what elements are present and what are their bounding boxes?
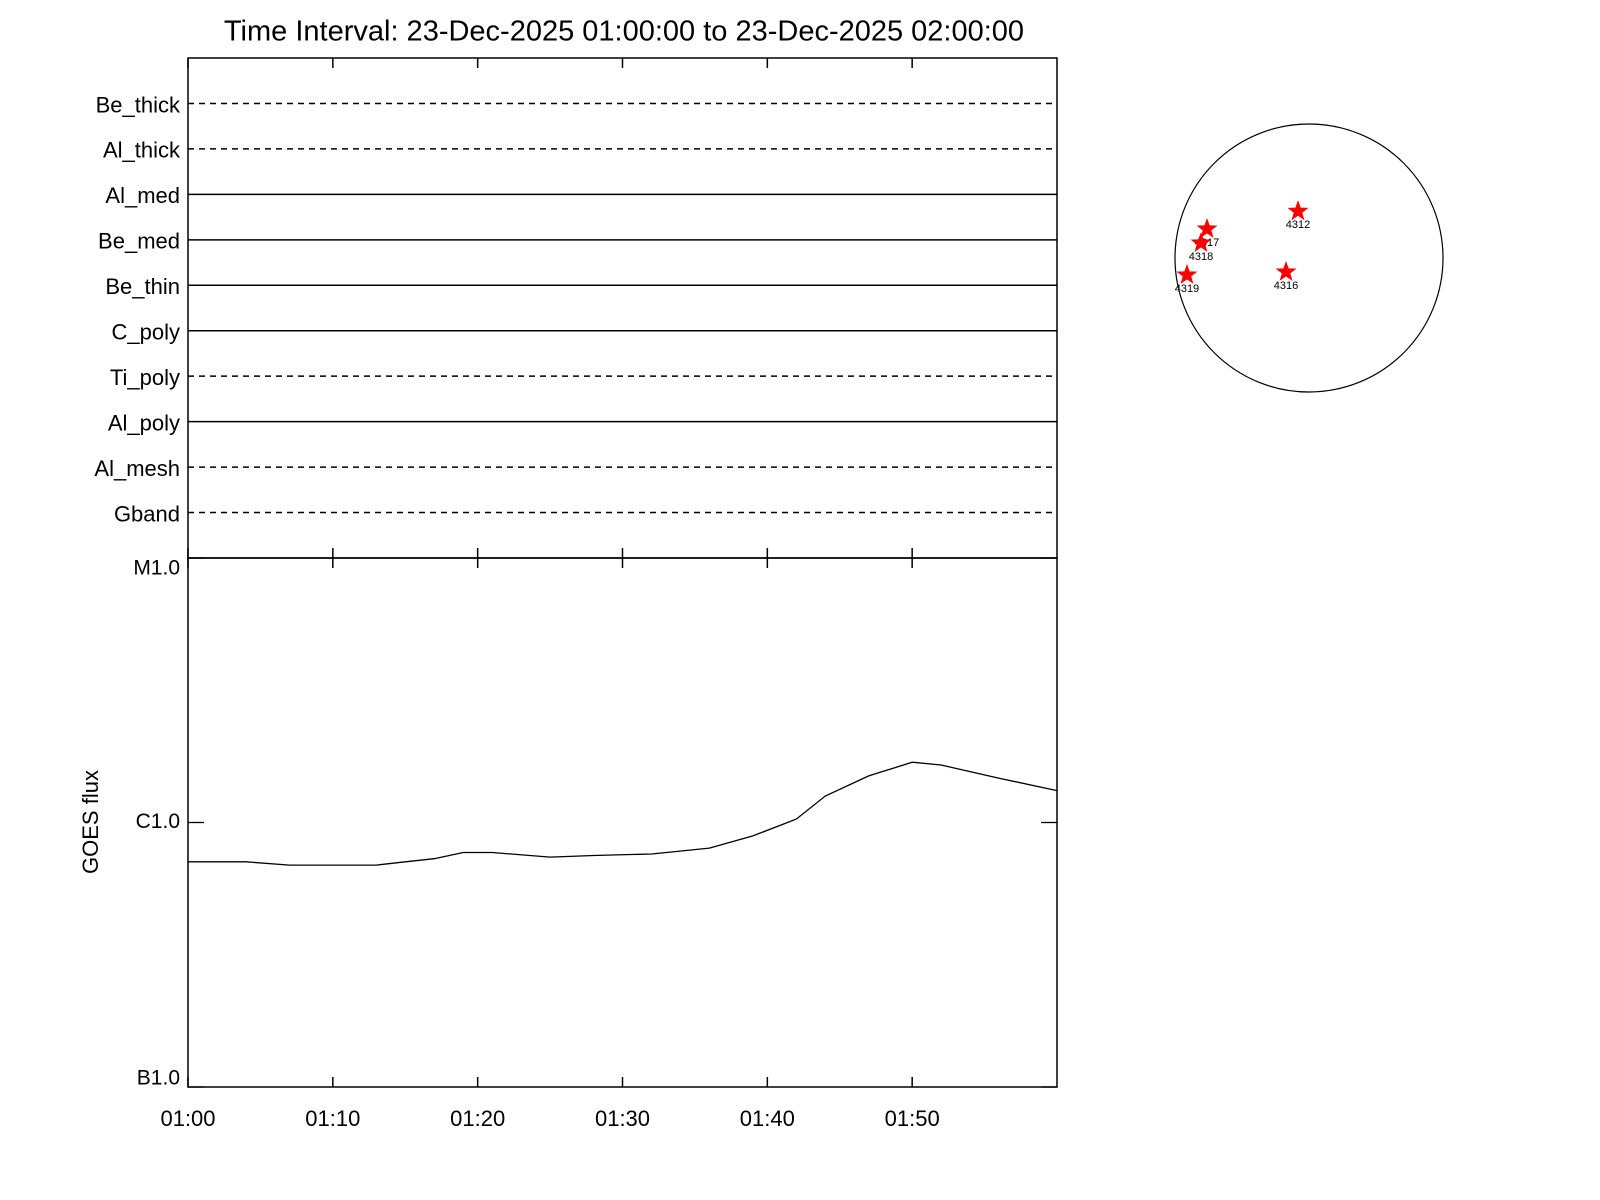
x-tick-label: 01:40 [740, 1106, 795, 1131]
x-tick-label: 01:20 [450, 1106, 505, 1131]
x-tick-label: 01:10 [305, 1106, 360, 1131]
x-tick-label: 01:30 [595, 1106, 650, 1131]
filter-label: Al_poly [108, 410, 180, 435]
active-region [1287, 200, 1309, 221]
filter-label: Ti_poly [110, 365, 180, 390]
active-region-label: 4319 [1175, 283, 1199, 295]
active-region [1196, 218, 1218, 238]
goes-flux-line [188, 761, 1058, 866]
y-tick-label: B1.0 [137, 1067, 180, 1090]
y-tick-label: M1.0 [133, 557, 180, 580]
active-region [1190, 232, 1212, 252]
filter-label: Al_med [105, 183, 180, 208]
y-axis-label: GOES flux [78, 770, 103, 874]
filter-label: Al_thick [103, 138, 181, 163]
filter-label: Be_med [98, 229, 180, 254]
x-tick-label: 01:50 [885, 1106, 940, 1131]
active-region-label: 4316 [1274, 280, 1298, 292]
active-region-label: 4312 [1286, 219, 1310, 231]
filter-label: Be_thin [105, 274, 180, 299]
x-tick-label: 01:00 [160, 1106, 215, 1131]
active-region-label: 4318 [1189, 251, 1213, 263]
y-tick-label: C1.0 [136, 810, 180, 833]
title: Time Interval: 23-Dec-2025 01:00:00 to 2… [224, 16, 1024, 48]
active-region [1275, 261, 1297, 281]
filter-label: Gband [114, 501, 180, 526]
solar-disk [1174, 123, 1444, 393]
filter-label: Be_thick [96, 92, 181, 117]
active-region [1176, 264, 1198, 284]
filter-label: Al_mesh [94, 456, 180, 481]
filter-label: C_poly [112, 320, 180, 345]
